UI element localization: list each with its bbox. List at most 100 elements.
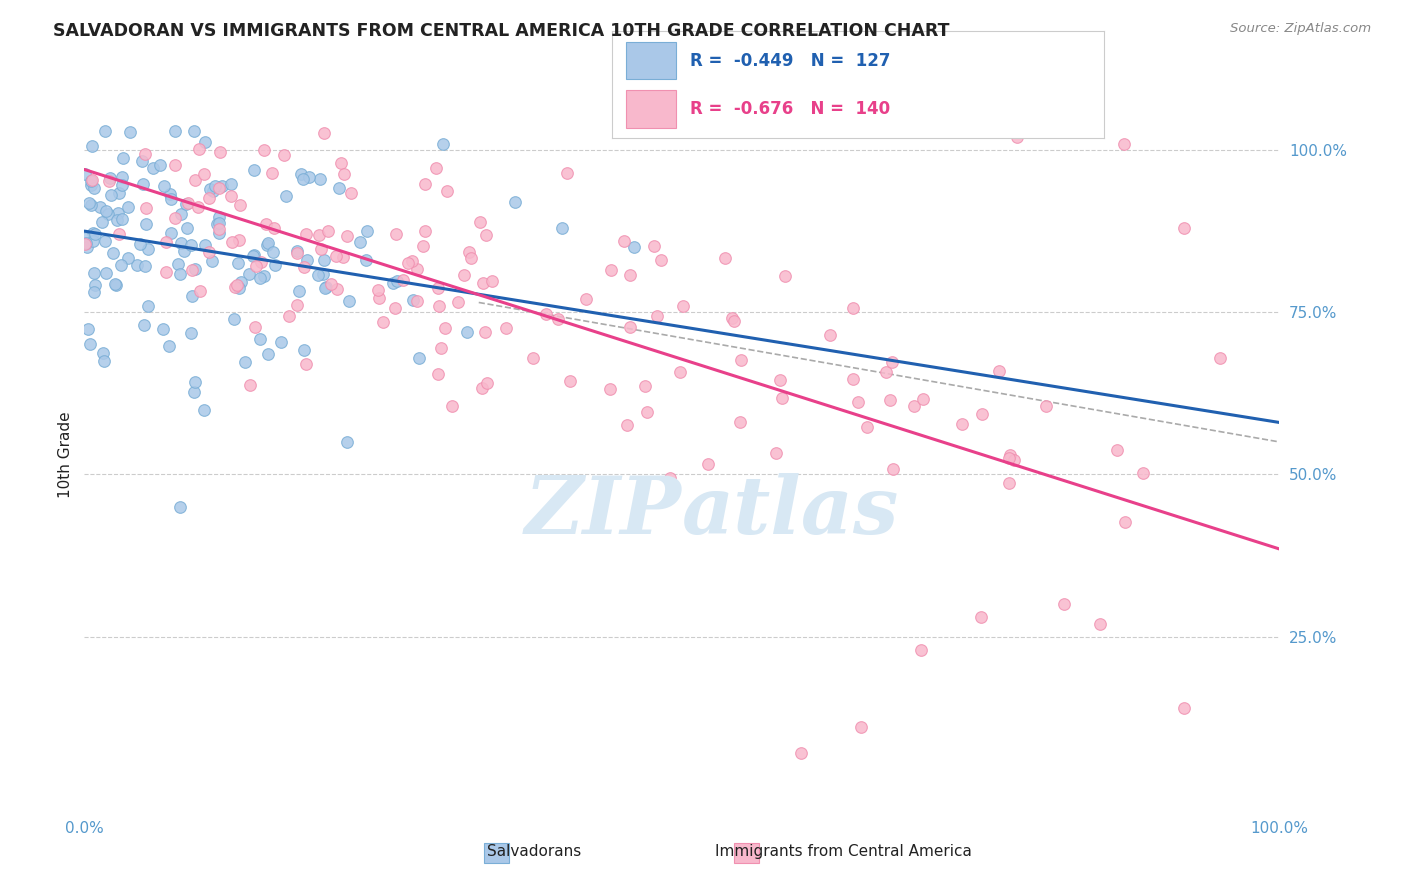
Point [149, 158, 172, 172]
Point [184, 261, 207, 276]
Point [254, 217, 277, 231]
Point [453, 268, 475, 283]
Y-axis label: 10th Grade: 10th Grade [58, 411, 73, 499]
Point [988, 364, 1011, 378]
Point [132, 318, 155, 332]
Point [229, 275, 252, 289]
Point [184, 173, 207, 187]
Bar [627, 90, 676, 128]
Point [136, 242, 159, 256]
Point [295, 253, 318, 268]
Point [432, 136, 454, 151]
Point [167, 257, 190, 271]
Point [111, 170, 134, 185]
Point [1005, 130, 1028, 145]
Point [371, 315, 394, 329]
Point [723, 313, 745, 327]
Point [1132, 467, 1154, 481]
Point [180, 326, 202, 340]
Point [194, 238, 217, 252]
Point [117, 200, 139, 214]
Point [135, 217, 157, 231]
Point [190, 284, 212, 298]
Point [155, 265, 177, 279]
Point [260, 166, 283, 180]
Text: Source: ZipAtlas.com: Source: ZipAtlas.com [1230, 22, 1371, 36]
Point [270, 334, 292, 349]
Point [575, 293, 598, 307]
Point [856, 419, 879, 434]
Point [846, 394, 869, 409]
Point [775, 269, 797, 284]
Point [169, 267, 191, 281]
Point [201, 185, 224, 199]
Point [368, 291, 391, 305]
Point [187, 200, 209, 214]
Point [83, 266, 105, 280]
Point [285, 245, 308, 260]
Point [312, 126, 335, 140]
Point [170, 235, 193, 250]
Point [765, 445, 787, 459]
Point [204, 179, 226, 194]
Text: SALVADORAN VS IMMIGRANTS FROM CENTRAL AMERICA 10TH GRADE CORRELATION CHART: SALVADORAN VS IMMIGRANTS FROM CENTRAL AM… [53, 22, 950, 40]
Point [721, 311, 744, 326]
Point [912, 392, 935, 406]
Point [180, 237, 202, 252]
Point [173, 244, 195, 259]
Point [910, 642, 932, 657]
Point [903, 399, 925, 413]
Point [534, 307, 557, 321]
Point [89, 200, 111, 214]
Point [672, 299, 695, 313]
Point [382, 277, 405, 291]
Point [1114, 515, 1136, 529]
Point [336, 229, 359, 244]
Point [111, 211, 134, 226]
Point [211, 178, 233, 193]
Point [1090, 616, 1112, 631]
Point [820, 328, 842, 343]
Point [117, 251, 139, 265]
Point [181, 263, 204, 277]
Point [96, 266, 118, 280]
Point [242, 249, 264, 263]
Point [135, 201, 157, 215]
Point [80, 139, 103, 153]
Point [560, 374, 582, 388]
Point [79, 336, 101, 351]
Point [142, 161, 165, 175]
Point [385, 227, 408, 242]
Point [285, 244, 308, 258]
Point [349, 235, 371, 249]
Point [406, 261, 429, 276]
Point [472, 276, 495, 290]
Point [207, 217, 229, 231]
Point [427, 299, 450, 313]
Point [253, 143, 276, 157]
Point [882, 355, 904, 369]
Point [636, 404, 658, 418]
Point [650, 252, 672, 267]
Point [356, 224, 378, 238]
Point [456, 325, 478, 339]
Point [208, 210, 231, 224]
Point [413, 178, 436, 192]
Point [384, 301, 406, 315]
Point [669, 365, 692, 379]
Point [159, 186, 181, 201]
Point [83, 180, 105, 194]
Point [319, 277, 342, 292]
Point [104, 277, 127, 292]
Point [193, 135, 215, 149]
Text: ZIP: ZIP [524, 474, 682, 550]
Point [82, 234, 104, 248]
Point [101, 246, 124, 260]
Point [713, 252, 735, 266]
Point [91, 346, 114, 360]
Point [875, 365, 897, 379]
Point [623, 240, 645, 254]
Point [197, 191, 219, 205]
Point [770, 391, 793, 405]
Point [1107, 442, 1129, 457]
